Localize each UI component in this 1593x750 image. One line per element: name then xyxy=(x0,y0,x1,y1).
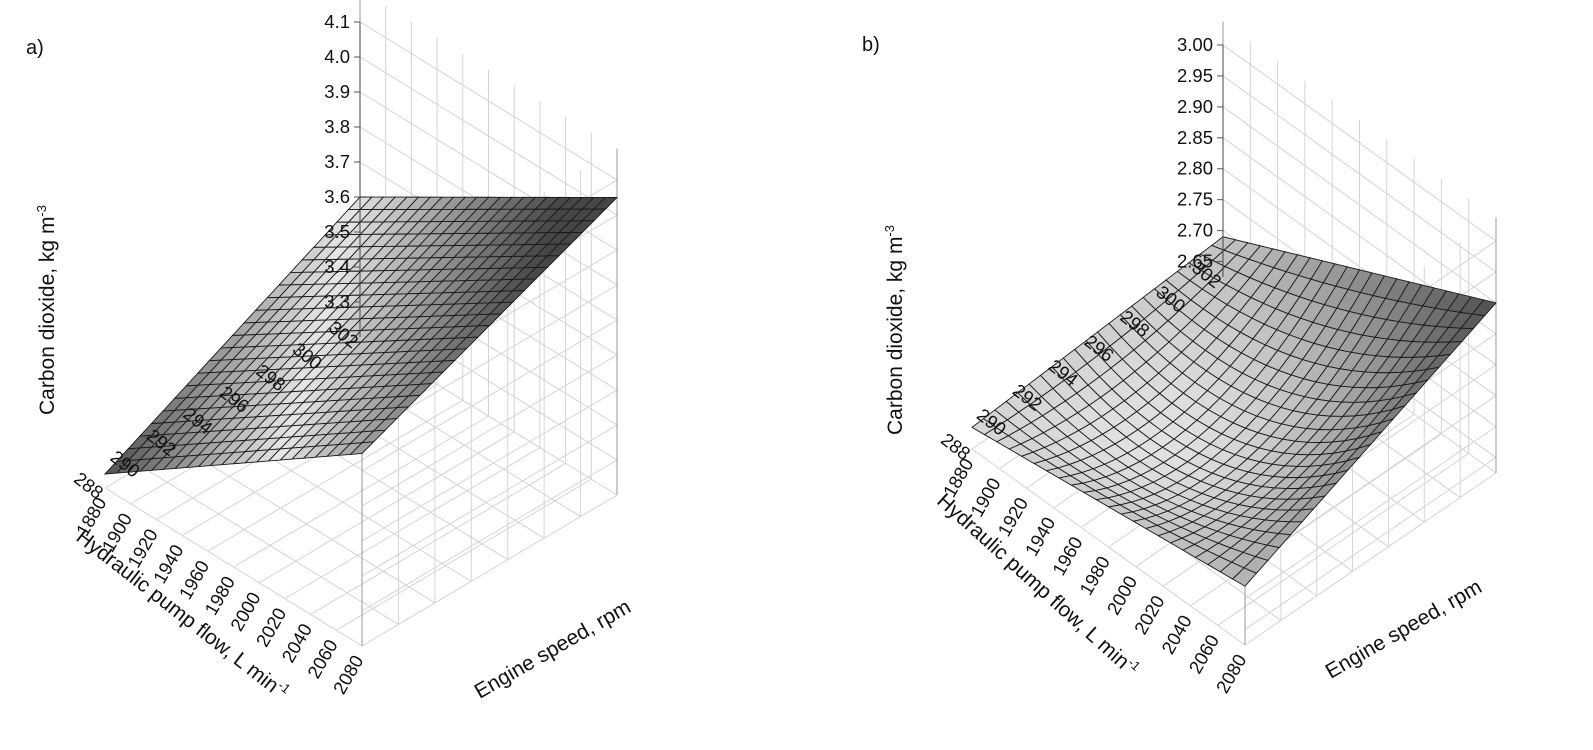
floor-gridline xyxy=(310,462,566,615)
x-tick-label: 1980 xyxy=(1075,553,1114,599)
x-tick-label: 1940 xyxy=(1021,513,1060,559)
x-tick-label: 1960 xyxy=(1048,533,1087,579)
z-tick-label: 4.0 xyxy=(324,46,350,67)
z-tick-label: 2.85 xyxy=(1177,127,1213,148)
z-tick-label: 2.70 xyxy=(1177,220,1213,241)
x-tick-label: 2080 xyxy=(1212,651,1251,697)
panel-label-a: a) xyxy=(26,37,44,59)
surface-plot-a: a) 3.3 3.4 3.5 3.6 3.7 3.8 3.9 4.0 4.1 288 290 292 2… xyxy=(0,0,796,750)
floor-gridline xyxy=(141,466,399,625)
surface-plot-b-canvas: b) 2.652.702.752.802.852.902.953.0028829… xyxy=(862,21,1497,697)
x-axis-title: Engine speed, rpm xyxy=(1322,575,1486,683)
z-tick-label: 3.9 xyxy=(324,81,350,102)
z-tick-label: 2.90 xyxy=(1177,96,1213,117)
z-tick-label: 4.1 xyxy=(324,11,350,32)
surface-plot-b: b) 2.65 2.70 2.75 2.80 2.85 2.90 2.95 3.00 288 29… xyxy=(797,0,1593,750)
floor-gridline xyxy=(971,448,1246,646)
z-axis-title: Carbon dioxide, kg m-3 xyxy=(882,225,907,435)
x-tick-label: 2040 xyxy=(1157,611,1196,657)
y-axis-title: Hydraulic pump flow, L min-1 xyxy=(932,488,1143,682)
x-tick-label: 2060 xyxy=(1184,631,1223,677)
floor-gridline xyxy=(336,478,592,631)
x-tick-label: 1920 xyxy=(993,494,1032,540)
floor-gridline xyxy=(361,494,618,647)
x-axis-title: Engine speed, rpm xyxy=(471,595,635,703)
z-axis-title: Carbon dioxide, kg m-3 xyxy=(34,205,59,415)
floor-gridline xyxy=(207,399,464,552)
surface-plot-a-canvas: a) 3.33.43.53.63.73.83.94.04.12882902922… xyxy=(26,0,635,705)
surface-cell xyxy=(103,459,130,475)
floor-gridline xyxy=(104,487,363,647)
surface-cell xyxy=(971,418,997,436)
z-tick-label: 3.00 xyxy=(1177,34,1213,55)
z-tick-label: 2.95 xyxy=(1177,65,1213,86)
z-tick-label: 2.80 xyxy=(1177,158,1213,179)
panel-label-b: b) xyxy=(862,34,880,56)
x-tick-label: 2020 xyxy=(1130,592,1169,638)
x-tick-label: 2000 xyxy=(1102,572,1141,618)
floor-gridline xyxy=(177,444,436,604)
z-tick-label: 3.5 xyxy=(324,221,350,242)
z-tick-label: 3.3 xyxy=(324,291,350,312)
z-tick-label: 3.6 xyxy=(324,186,350,207)
floor-gridline xyxy=(1244,472,1497,646)
floor-gridline xyxy=(233,415,489,568)
z-tick-label: 3.4 xyxy=(324,256,350,277)
z-tick-label: 3.7 xyxy=(324,151,350,172)
z-tick-label: 3.8 xyxy=(324,116,350,137)
floor-gridline xyxy=(1217,452,1469,626)
floor-gridline xyxy=(284,447,541,600)
z-tick-label: 2.65 xyxy=(1177,251,1213,272)
z-tick-label: 2.75 xyxy=(1177,189,1213,210)
